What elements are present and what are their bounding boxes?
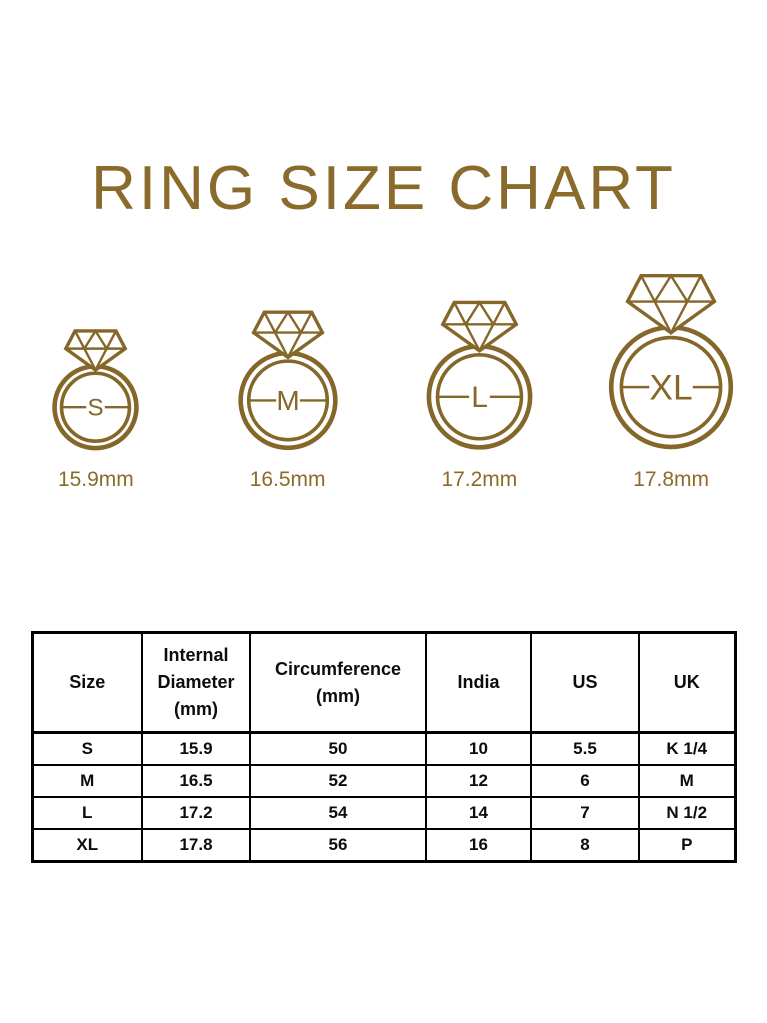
table-cell: 50	[249, 731, 427, 766]
ring-diameter-label: 15.9mm	[57, 468, 134, 491]
ring-size-letter: L	[471, 381, 488, 414]
diamond-outline	[66, 331, 126, 370]
table-cell: P	[638, 828, 736, 863]
table-cell: 15.9	[141, 731, 251, 766]
column-header-india: India	[425, 631, 532, 734]
table-header-row: Size Internal Diameter (mm) Circumferenc…	[31, 631, 736, 734]
ring-size-letter: S	[88, 395, 104, 422]
table-cell: 56	[249, 828, 427, 863]
table-cell: 17.8	[141, 828, 251, 863]
column-header-us: US	[530, 631, 640, 734]
column-header-size: Size	[31, 631, 143, 734]
ring-diagram-m: M 16.5mm	[192, 310, 384, 492]
table-cell: 10	[425, 731, 532, 766]
diamond-facets	[253, 312, 322, 357]
table-cell: 16.5	[141, 764, 251, 798]
diamond-outline	[443, 302, 517, 350]
ring-size-letter: M	[276, 385, 299, 416]
ring-size-letter: XL	[650, 368, 693, 407]
table-cell: S	[31, 731, 143, 766]
table-cell: 52	[249, 764, 427, 798]
diamond-ring-icon: XL	[603, 273, 739, 451]
ring-diagram-s: S 15.9mm	[0, 329, 192, 492]
ring-diagrams: S 15.9mm M 16.5mm	[0, 314, 767, 492]
table-cell: M	[638, 764, 736, 798]
diamond-outline	[253, 312, 322, 357]
table-cell: XL	[31, 828, 143, 863]
column-header-internal-diameter: Internal Diameter (mm)	[141, 631, 251, 734]
table-cell: 12	[425, 764, 532, 798]
size-label-gap	[649, 368, 693, 407]
ring-diagram-l: L 17.2mm	[384, 300, 576, 492]
table-row: M 16.5 52 12 6 M	[31, 764, 736, 798]
table-cell: 54	[249, 796, 427, 830]
diamond-facets	[628, 276, 715, 333]
table-cell: K 1/4	[638, 731, 736, 766]
table-row: XL 17.8 56 16 8 P	[31, 828, 736, 863]
table-cell: 16	[425, 828, 532, 863]
size-label-gap	[275, 385, 300, 416]
table-cell: 7	[530, 796, 640, 830]
table-cell: M	[31, 764, 143, 798]
page-title: RING SIZE CHART	[91, 154, 676, 223]
table-cell: L	[31, 796, 143, 830]
diamond-facets	[66, 331, 126, 370]
diamond-ring-icon: M	[234, 310, 342, 451]
ring-diameter-label: 17.8mm	[633, 468, 710, 491]
diamond-outline	[628, 276, 715, 333]
table-cell: 14	[425, 796, 532, 830]
table-cell: 5.5	[530, 731, 640, 766]
table-cell: 6	[530, 764, 640, 798]
ring-diameter-label: 17.2mm	[441, 468, 518, 491]
diamond-ring-icon: L	[422, 300, 537, 451]
ring-diagram-xl: XL 17.8mm	[575, 273, 767, 492]
table-cell: N 1/2	[638, 796, 736, 830]
table-cell: 8	[530, 828, 640, 863]
size-label-gap	[469, 380, 490, 413]
size-conversion-table: Size Internal Diameter (mm) Circumferenc…	[30, 631, 737, 863]
size-label-gap	[86, 394, 106, 421]
table-row: L 17.2 54 14 7 N 1/2	[31, 796, 736, 830]
table-row: S 15.9 50 10 5.5 K 1/4	[31, 731, 736, 766]
table-cell: 17.2	[141, 796, 251, 830]
column-header-circumference: Circumference (mm)	[249, 631, 427, 734]
diamond-ring-icon: S	[49, 329, 142, 451]
diamond-facets	[443, 302, 517, 350]
ring-diameter-label: 16.5mm	[249, 468, 326, 491]
column-header-uk: UK	[638, 631, 736, 734]
